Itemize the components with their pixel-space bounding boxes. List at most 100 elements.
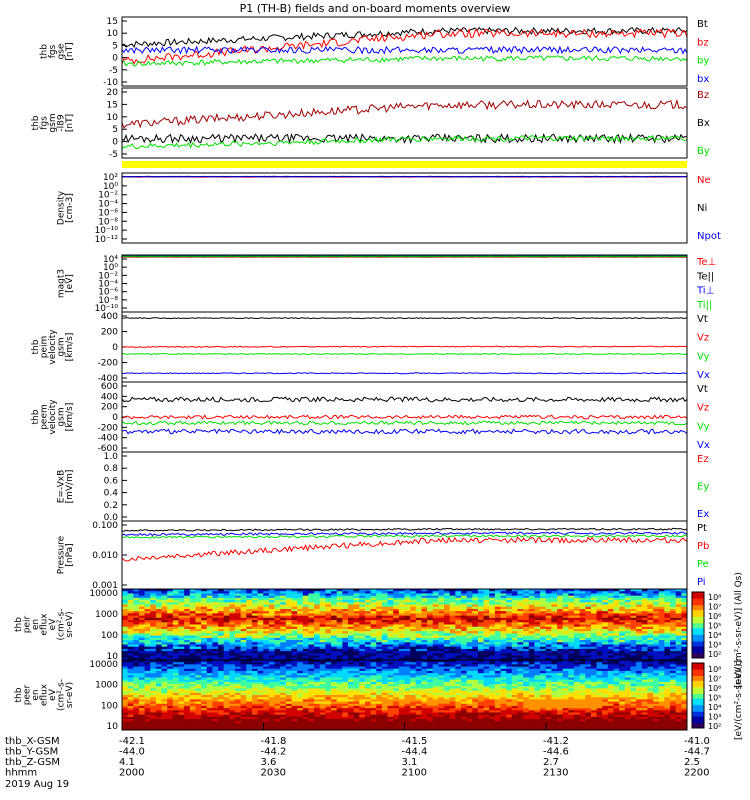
heatmap-cell	[364, 593, 372, 597]
heatmap-cell	[438, 611, 445, 614]
heatmap-cell	[613, 602, 620, 606]
heatmap-cell	[511, 589, 518, 592]
heatmap-cell	[370, 708, 377, 711]
y-tick-label: 100	[101, 631, 118, 641]
heatmap-cell	[466, 620, 473, 623]
heatmap-cell	[161, 681, 168, 685]
y-tick-label: 10⁻⁶	[98, 208, 118, 218]
heatmap-cell	[466, 635, 473, 639]
heatmap-cell	[212, 703, 219, 707]
heatmap-cell	[285, 695, 292, 698]
heatmap-cell	[325, 668, 332, 672]
heatmap-cell	[274, 642, 281, 645]
heatmap-cell	[670, 651, 677, 654]
heatmap-cell	[251, 635, 259, 639]
heatmap-cell	[235, 716, 242, 720]
heatmap-cell	[404, 624, 411, 628]
heatmap-cell	[122, 604, 129, 608]
heatmap-cell	[206, 660, 213, 663]
heatmap-cell	[664, 640, 671, 643]
heatmap-cell	[223, 703, 230, 707]
heatmap-cell	[138, 666, 146, 670]
heatmap-cell	[670, 628, 677, 632]
heatmap-cell	[274, 597, 281, 601]
heatmap-cell	[348, 637, 355, 641]
heatmap-cell	[251, 664, 259, 668]
heatmap-cell	[376, 670, 383, 674]
heatmap-cell	[342, 712, 349, 716]
heatmap-cell	[331, 679, 338, 683]
heatmap-cell	[155, 653, 163, 657]
heatmap-cell	[150, 684, 157, 687]
heatmap-cell	[461, 593, 468, 597]
heatmap-cell	[500, 602, 507, 606]
heatmap-cell	[201, 600, 208, 603]
heatmap-cell	[280, 637, 287, 641]
heatmap-cell	[364, 668, 372, 672]
heatmap-cell	[155, 608, 163, 612]
heatmap-cell	[574, 657, 581, 661]
heatmap-cell	[455, 631, 462, 634]
heatmap-cell	[172, 604, 179, 608]
heatmap-cell	[201, 628, 208, 632]
heatmap-cell	[393, 657, 400, 661]
heatmap-cell	[342, 684, 349, 687]
heatmap-cell	[223, 675, 230, 678]
heatmap-cell	[579, 620, 586, 623]
heatmap-cell	[545, 604, 552, 608]
heatmap-cell	[545, 644, 552, 648]
heatmap-cell	[178, 681, 185, 685]
heatmap-cell	[647, 606, 654, 610]
heatmap-cell	[184, 692, 191, 696]
heatmap-cell	[297, 593, 304, 597]
heatmap-cell	[263, 655, 270, 659]
heatmap-cell	[534, 611, 541, 614]
heatmap-cell	[472, 615, 479, 619]
heatmap-cell	[348, 701, 355, 705]
heatmap-cell	[596, 633, 603, 637]
heatmap-cell	[229, 664, 236, 668]
heatmap-cell	[280, 631, 287, 634]
heatmap-cell	[263, 697, 270, 700]
heatmap-cell	[427, 613, 434, 617]
heatmap-cell	[206, 600, 213, 603]
heatmap-cell	[636, 611, 643, 614]
heatmap-cell	[421, 644, 428, 648]
heatmap-cell	[184, 635, 191, 639]
heatmap-cell	[195, 664, 202, 668]
heatmap-cell	[590, 648, 598, 652]
heatmap-cell	[636, 657, 643, 661]
heatmap-cell	[359, 640, 366, 643]
heatmap-cell	[172, 640, 179, 643]
heatmap-cell	[122, 622, 129, 625]
heatmap-cell	[155, 615, 163, 619]
heatmap-cell	[280, 684, 287, 687]
heatmap-cell	[398, 602, 405, 606]
heatmap-cell	[212, 644, 219, 648]
heatmap-cell	[381, 679, 389, 683]
y-tick-label: 10000	[89, 589, 118, 599]
heatmap-cell	[178, 626, 185, 630]
heatmap-cell	[376, 633, 383, 637]
heatmap-cell	[161, 628, 168, 632]
heatmap-cell	[155, 701, 163, 705]
heatmap-cell	[393, 631, 400, 634]
heatmap-cell	[150, 673, 157, 676]
heatmap-cell	[155, 640, 163, 643]
heatmap-cell	[263, 595, 270, 599]
heatmap-cell	[195, 617, 202, 621]
heatmap-cell	[150, 705, 157, 709]
heatmap-cell	[353, 725, 360, 729]
heatmap-cell	[167, 617, 174, 621]
heatmap-cell	[387, 633, 394, 637]
heatmap-cell	[127, 725, 134, 729]
heatmap-cell	[528, 626, 535, 630]
heatmap-cell	[280, 697, 287, 700]
heatmap-cell	[511, 591, 518, 594]
heatmap-cell	[579, 591, 586, 594]
heatmap-cell	[438, 657, 445, 661]
heatmap-cell	[257, 703, 264, 707]
heatmap-cell	[144, 699, 151, 703]
heatmap-cell	[511, 613, 518, 617]
heatmap-cell	[664, 644, 671, 648]
